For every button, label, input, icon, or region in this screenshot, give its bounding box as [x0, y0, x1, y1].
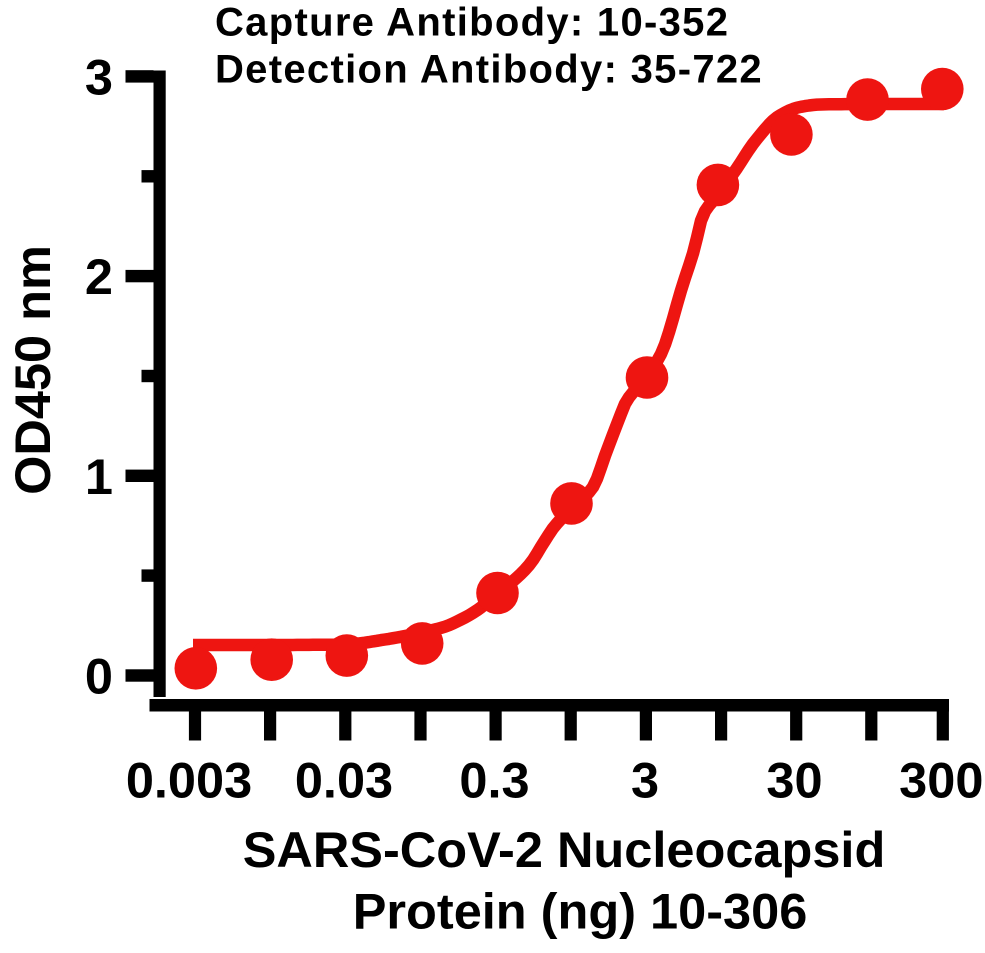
svg-text:30: 30	[766, 752, 822, 809]
svg-text:300: 300	[899, 752, 983, 809]
svg-text:0: 0	[85, 648, 113, 705]
svg-text:2: 2	[85, 248, 113, 305]
svg-text:SARS-CoV-2 Nucleocapsid: SARS-CoV-2 Nucleocapsid	[243, 821, 886, 878]
svg-text:OD450 nm: OD450 nm	[4, 245, 61, 495]
svg-text:3: 3	[631, 752, 659, 809]
svg-text:3: 3	[85, 48, 113, 105]
svg-text:0.03: 0.03	[295, 752, 393, 809]
svg-text:Protein (ng) 10-306: Protein (ng) 10-306	[353, 883, 808, 940]
svg-text:0.003: 0.003	[126, 752, 252, 809]
svg-text:1: 1	[85, 448, 113, 505]
svg-text:Detection Antibody: 35-722: Detection Antibody: 35-722	[215, 48, 763, 92]
svg-text:Capture Antibody: 10-352: Capture Antibody: 10-352	[215, 1, 729, 45]
svg-text:0.3: 0.3	[459, 752, 529, 809]
